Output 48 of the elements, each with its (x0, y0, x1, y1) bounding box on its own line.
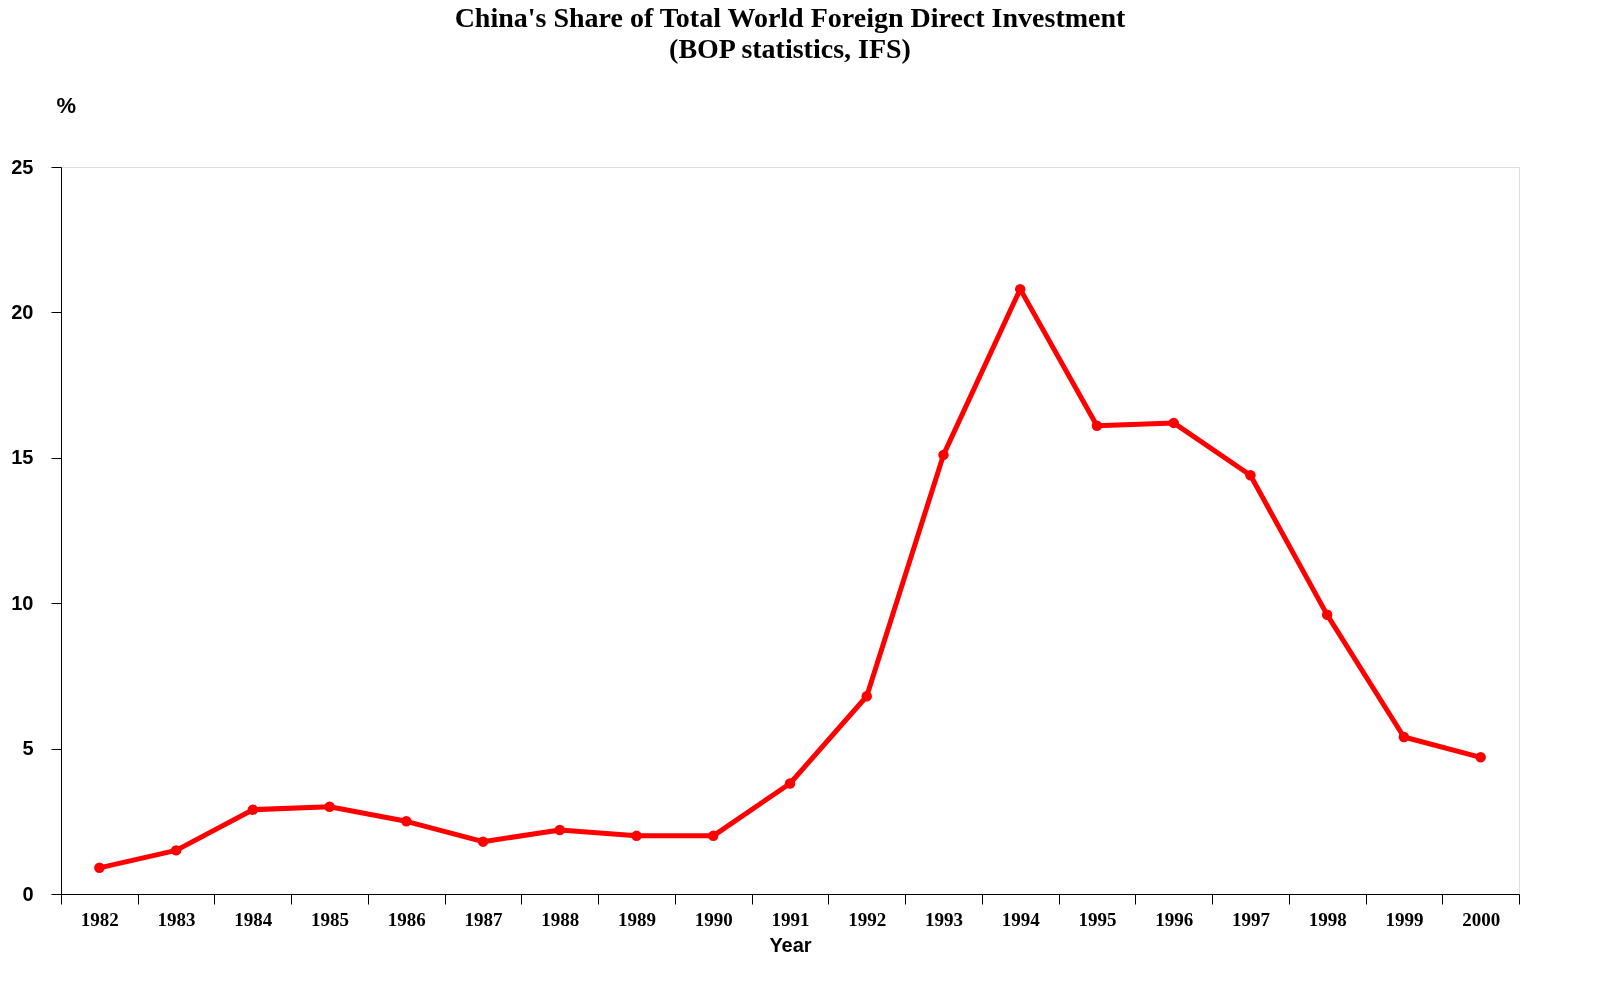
x-tick-label: 2000 (1462, 908, 1501, 930)
x-tick-label: 1997 (1231, 908, 1271, 930)
x-tick-label: 1991 (771, 908, 810, 930)
x-tick-label: 1985 (311, 908, 350, 930)
x-tick-label: 1992 (848, 908, 887, 930)
x-tick-label: 1982 (80, 908, 119, 930)
y-tick-label: 5 (22, 737, 34, 760)
point (1321, 609, 1333, 621)
x-tick-label: 1990 (694, 908, 733, 930)
y-tick-label: 20 (11, 300, 34, 323)
point (708, 830, 719, 842)
point (938, 449, 949, 461)
x-tick-label: 1984 (234, 908, 273, 930)
point (324, 801, 335, 812)
point (784, 778, 796, 789)
point (247, 804, 259, 815)
x-tick-label: 1986 (387, 908, 426, 930)
point (1168, 417, 1179, 429)
point (1475, 752, 1486, 763)
x-tick-label: 1989 (618, 908, 657, 930)
point (631, 830, 642, 842)
y-tick-label: 15 (11, 446, 34, 469)
point (861, 691, 872, 702)
x-tick-label: 1983 (157, 908, 196, 930)
y-tick-label: 25 (11, 155, 34, 178)
y-tick-label: 0 (22, 882, 34, 905)
point (1245, 470, 1256, 481)
y-tick-label: 10 (11, 591, 34, 614)
x-tick-label: 1996 (1155, 908, 1194, 930)
x-tick-label: 1993 (924, 908, 963, 930)
point (1091, 420, 1103, 432)
chart-title: China's Share of Total World Foreign Direct Investment (454, 2, 1127, 33)
x-tick-label: 1994 (1001, 908, 1041, 930)
x-tick-label: 1988 (541, 908, 580, 930)
chart-subtitle: (BOP statistics, IFS) (669, 33, 911, 64)
x-tick-label: 1987 (464, 908, 504, 930)
point (554, 824, 566, 836)
x-tick-label: 1999 (1385, 908, 1424, 930)
point (1398, 731, 1410, 743)
y-axis-title: % (56, 92, 77, 118)
point (94, 862, 105, 874)
x-tick-label: 1995 (1078, 908, 1117, 930)
x-tick-label: 1998 (1308, 908, 1347, 930)
point (1014, 283, 1026, 295)
point (401, 816, 412, 827)
point (170, 845, 182, 856)
point (477, 836, 489, 847)
x-axis-title: Year (769, 933, 812, 956)
